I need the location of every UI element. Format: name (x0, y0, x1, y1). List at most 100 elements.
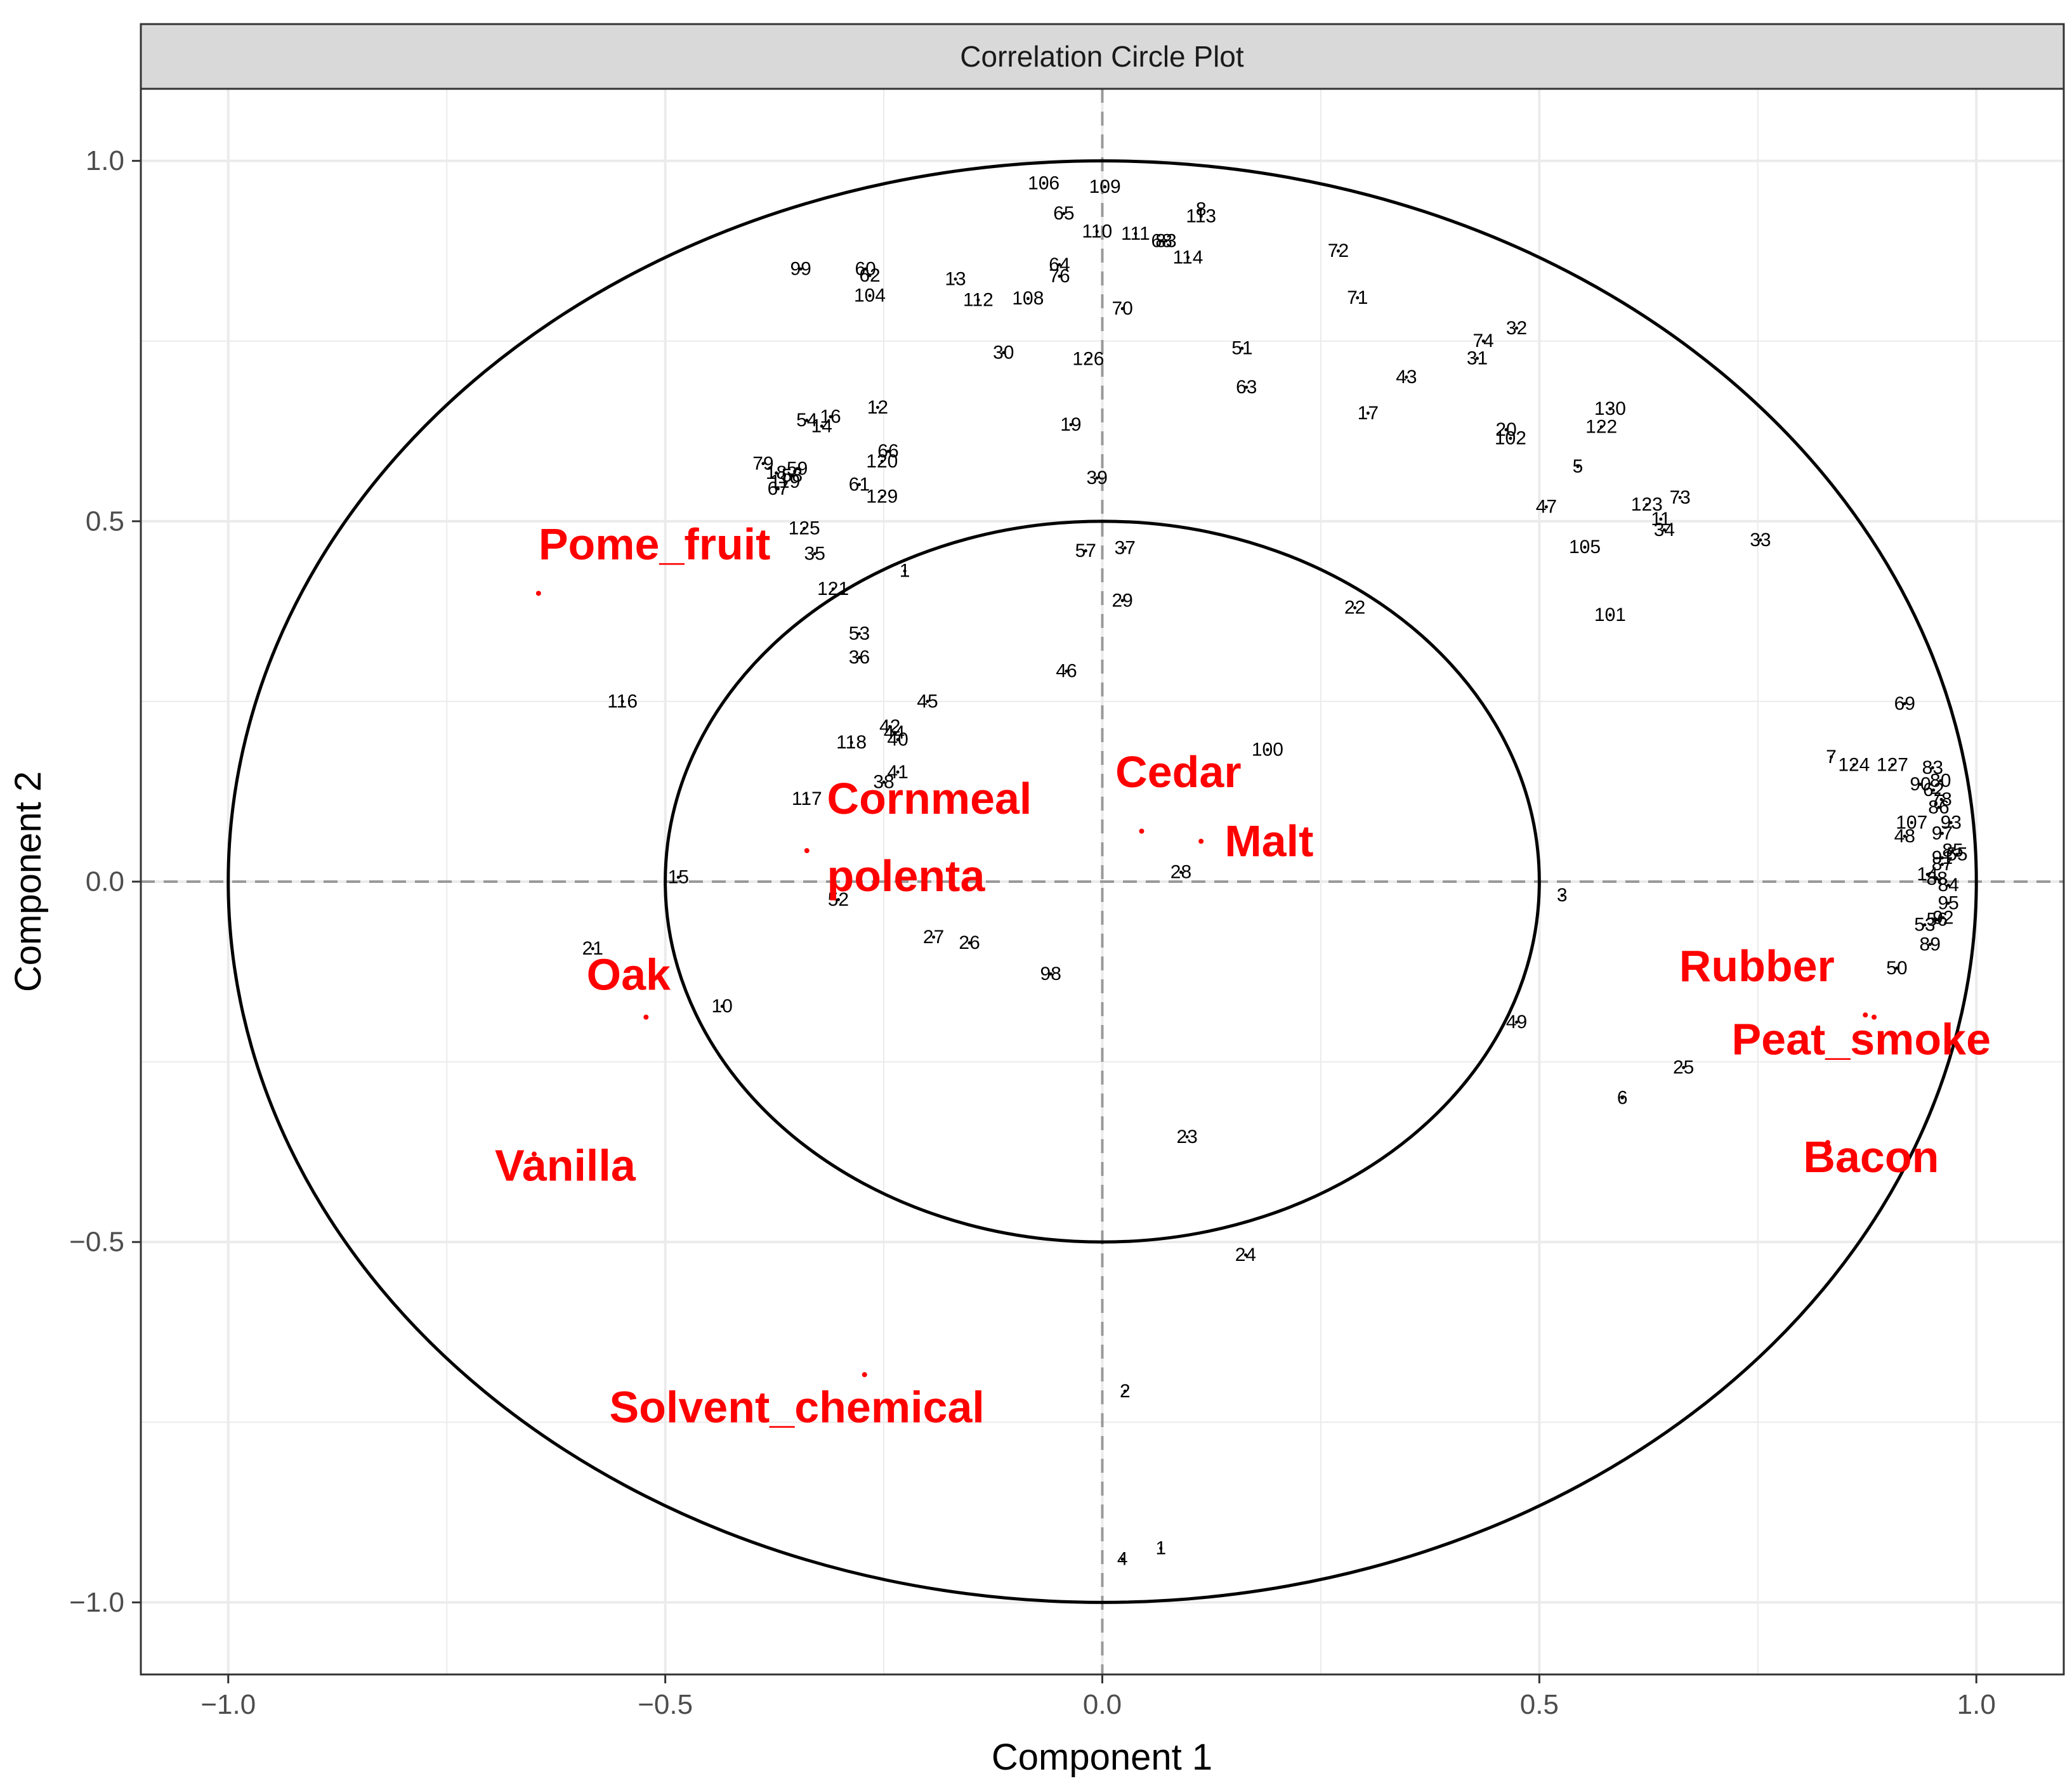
variable-label: Peat_smoke (1731, 1015, 1991, 1064)
sample-point-marker (1928, 943, 1932, 946)
sample-point-label: 44 (884, 722, 905, 743)
sample-point-marker (1951, 849, 1955, 852)
sample-point-label: 111 (1121, 223, 1150, 244)
sample-point-marker (805, 797, 809, 800)
sample-point-label: 55 (1946, 844, 1967, 865)
sample-point-marker (882, 780, 886, 784)
sample-point-label: 66 (877, 441, 898, 462)
sample-point-label: 90 (1910, 774, 1931, 795)
sample-point-marker (1923, 923, 1927, 927)
sample-point-label: 22 (1344, 597, 1365, 618)
sample-point-marker (1940, 856, 1944, 859)
sample-point-marker (1095, 230, 1099, 233)
sample-point-label: 57 (1075, 540, 1096, 561)
sample-point-marker (1504, 428, 1508, 431)
sample-point-marker (896, 738, 900, 741)
correlation-circles (226, 159, 1978, 1604)
sample-point-label: 86 (1928, 797, 1949, 818)
sample-point-label: 31 (1467, 348, 1488, 369)
sample-point-label: 16 (820, 407, 841, 427)
sample-point-label: 8 (1196, 199, 1207, 219)
sample-point-label: 47 (1536, 497, 1557, 518)
sample-point-marker (1645, 503, 1649, 507)
sample-point-marker (896, 770, 900, 774)
sample-point-marker (831, 587, 835, 591)
sample-point-marker (1058, 263, 1061, 266)
sample-point-marker (1515, 326, 1519, 330)
sample-point-label: 80 (1930, 770, 1951, 791)
sample-point-label: 99 (790, 259, 811, 280)
sample-point-marker (1245, 385, 1249, 389)
sample-point-marker (1946, 884, 1950, 887)
sample-point-label: 30 (993, 342, 1014, 363)
x-axis-ticks: −1.0 −0.5 0.0 0.5 1.0 (200, 1674, 1996, 1720)
sample-point-label: 89 (1920, 934, 1941, 955)
sample-point-marker (1405, 375, 1408, 379)
sample-point-marker (1659, 517, 1663, 521)
variable-point-marker (1863, 1012, 1868, 1018)
sample-point-label: 64 (1049, 254, 1070, 275)
sample-point-label: 129 (866, 486, 898, 507)
sample-point-label: 70 (1112, 298, 1133, 319)
sample-point-marker (1830, 755, 1833, 759)
sample-point-marker (1940, 832, 1944, 835)
sample-point-marker (783, 480, 787, 483)
sample-point-marker (1608, 613, 1612, 617)
sample-point-label: 18 (766, 462, 787, 483)
sample-point-label: 79 (752, 453, 773, 474)
sample-point-marker (1186, 256, 1190, 259)
sample-point-marker (1918, 783, 1922, 786)
sample-point-label: 85 (1942, 840, 1963, 861)
sample-point-label: 127 (1877, 754, 1908, 775)
y-tick-label: 1.0 (86, 145, 124, 176)
sample-point-label: 83 (1922, 757, 1943, 778)
y-axis-ticks: −1.0 −0.5 0.0 0.5 1.0 (69, 145, 141, 1618)
variable-label: Cornmeal polenta (827, 774, 1032, 901)
sample-point-marker (875, 405, 879, 409)
sample-point-label: 67 (768, 478, 789, 499)
variable-label: Pome_fruit (539, 519, 771, 569)
sample-point-label: 112 (963, 289, 993, 310)
sample-point-label: 40 (887, 729, 908, 750)
sample-point-label: 52 (828, 889, 849, 910)
sample-point-marker (1682, 1066, 1686, 1069)
reference-lines (141, 89, 2064, 1674)
sample-point-label: 27 (923, 927, 944, 948)
y-tick-label: 0.0 (86, 866, 124, 897)
sample-point-marker (1062, 212, 1066, 216)
sample-point-marker (1366, 411, 1370, 415)
title-strip (140, 23, 2065, 90)
sample-point-label: 122 (1585, 416, 1617, 437)
sample-point-marker (796, 467, 799, 471)
sample-point-label: 24 (1235, 1244, 1256, 1265)
sample-point-label: 36 (849, 647, 870, 668)
sample-point-marker (1476, 356, 1479, 360)
sample-point-label: 5 (1573, 456, 1584, 477)
sample-point-label: 78 (1931, 789, 1951, 810)
sample-point-marker (1955, 852, 1959, 856)
sample-point-label: 12 (867, 397, 888, 418)
sample-point-label: 118 (836, 732, 867, 753)
sample-point-label: 92 (1932, 907, 1953, 928)
sample-point-marker (1120, 307, 1124, 311)
sample-point-label: 87 (1932, 854, 1953, 875)
sample-point-label: 33 (1750, 530, 1771, 551)
sample-point-label: 107 (1896, 812, 1927, 833)
sample-point-label: 41 (887, 762, 908, 783)
x-axis-title: Component 1 (992, 1737, 1212, 1778)
y-axis-title: Component 2 (8, 771, 49, 992)
sample-point-label: 74 (1473, 330, 1494, 351)
sample-point-label: 4 (1117, 1549, 1128, 1570)
sample-point-label: 93 (1941, 812, 1962, 833)
sample-point-marker (888, 725, 892, 729)
sample-point-marker (1620, 1096, 1624, 1100)
sample-point-marker (803, 526, 806, 530)
sample-point-marker (926, 700, 929, 703)
sample-point-label: 10 (712, 996, 733, 1017)
sample-point-label: 68 (1151, 230, 1172, 251)
sample-point-label: 14 (1917, 864, 1938, 885)
sample-point-marker (903, 569, 907, 573)
variable-label: Solvent_chemical (609, 1382, 984, 1432)
sample-point-marker (1123, 546, 1127, 550)
